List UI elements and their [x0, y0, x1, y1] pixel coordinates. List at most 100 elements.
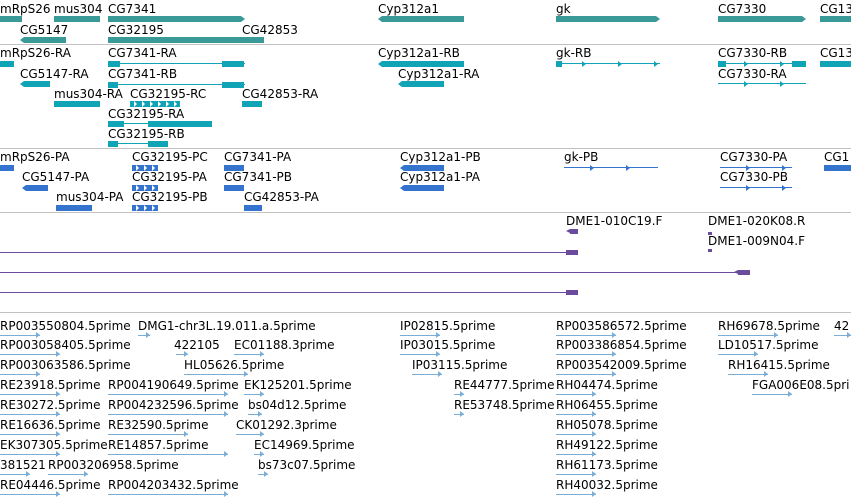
- predicted-transcript-label[interactable]: CG32195-PB: [132, 190, 208, 204]
- est-label[interactable]: RP003206958.5prime: [48, 458, 179, 472]
- est-label[interactable]: RH06455.5prime: [556, 398, 658, 412]
- est-label[interactable]: RE32590.5prime: [108, 418, 209, 432]
- predicted-transcript-label[interactable]: CG7341-PB: [224, 170, 293, 184]
- transcript-label[interactable]: CG7330-RA: [718, 67, 787, 81]
- predicted-transcript-label[interactable]: CG1: [824, 150, 850, 164]
- est-label[interactable]: 381521: [0, 458, 46, 472]
- est-label[interactable]: RE30272.5prime: [0, 398, 101, 412]
- predicted-transcript-label[interactable]: mus304-PA: [56, 190, 124, 204]
- est-label[interactable]: RH40032.5prime: [556, 478, 658, 492]
- gene-label[interactable]: CG7330: [718, 2, 767, 16]
- gene-label[interactable]: CG5147: [20, 23, 69, 37]
- transcript-label[interactable]: CG32195-RB: [108, 127, 185, 141]
- est-label[interactable]: RE44777.5prime: [454, 378, 555, 392]
- gene-exon-block: [556, 16, 656, 22]
- est-label[interactable]: RE53748.5prime: [454, 398, 555, 412]
- est-label[interactable]: IP03015.5prime: [400, 338, 496, 352]
- est-label[interactable]: RP004232596.5prime: [108, 398, 239, 412]
- predicted-transcript-label[interactable]: CG7330-PA: [720, 150, 788, 164]
- clone-end-exon-block: [570, 229, 578, 234]
- transcript-label[interactable]: Cyp312a1-RA: [398, 67, 480, 81]
- est-label[interactable]: DMG1-chr3L.19.011.a.5prime: [138, 319, 316, 333]
- predicted-transcript-label[interactable]: gk-PB: [564, 150, 599, 164]
- est-label[interactable]: EK307305.5prime: [0, 438, 108, 452]
- est-label[interactable]: RE04446.5prime: [0, 478, 101, 492]
- clone-end-label[interactable]: DME1-009N04.F: [708, 234, 806, 248]
- est-exon-block: [234, 354, 264, 355]
- est-label[interactable]: RH49122.5prime: [556, 438, 658, 452]
- transcript-label[interactable]: mRpS26-RA: [0, 46, 71, 60]
- transcript-label[interactable]: mus304-RA: [54, 87, 123, 101]
- strand-arrow-right-icon: [746, 185, 750, 191]
- est-label[interactable]: RH61173.5prime: [556, 458, 658, 472]
- gene-label[interactable]: CG13: [820, 2, 851, 16]
- gene-label[interactable]: mus304: [54, 2, 103, 16]
- est-label[interactable]: CK01292.3prime: [236, 418, 337, 432]
- transcript-label[interactable]: gk-RB: [556, 46, 592, 60]
- est-label[interactable]: RP003058405.5prime: [0, 338, 131, 352]
- clone-end-label[interactable]: DME1-020K08.R: [708, 214, 806, 228]
- predicted-transcript-label[interactable]: Cyp312a1-PB: [400, 150, 481, 164]
- transcript-label[interactable]: CG32195-RC: [130, 87, 207, 101]
- predicted-transcript-label[interactable]: CG32195-PA: [132, 170, 207, 184]
- est-label[interactable]: 42: [834, 319, 850, 333]
- gene-label[interactable]: CG32195: [108, 23, 164, 37]
- est-exon-block: [138, 335, 150, 336]
- est-label[interactable]: EC14969.5prime: [254, 438, 355, 452]
- est-exon-block: [728, 374, 768, 375]
- predicted-transcript-label[interactable]: CG7341-PA: [224, 150, 292, 164]
- predicted-transcript-label[interactable]: CG7330-PB: [720, 170, 789, 184]
- est-label[interactable]: RH05078.5prime: [556, 418, 658, 432]
- est-label[interactable]: RE16636.5prime: [0, 418, 101, 432]
- predicted-transcript-label[interactable]: mRpS26-PA: [0, 150, 70, 164]
- est-label[interactable]: RH16415.5prime: [728, 358, 830, 372]
- transcript-label[interactable]: CG13: [820, 46, 851, 60]
- transcript-exon-block: [820, 61, 851, 67]
- est-label[interactable]: RE14857.5prime: [108, 438, 209, 452]
- transcript-label[interactable]: CG5147-RA: [20, 67, 89, 81]
- predicted-transcript-label[interactable]: CG42853-PA: [244, 190, 319, 204]
- est-label[interactable]: EK125201.5prime: [244, 378, 352, 392]
- predicted-transcript-exon-block: [0, 165, 14, 171]
- est-label[interactable]: FGA006E08.5pri: [752, 378, 850, 392]
- est-label[interactable]: HL05626.5prime: [184, 358, 285, 372]
- est-label[interactable]: RH04474.5prime: [556, 378, 658, 392]
- predicted-transcript-label[interactable]: CG5147-PA: [22, 170, 90, 184]
- est-label[interactable]: RP004190649.5prime: [108, 378, 239, 392]
- gene-label[interactable]: CG42853: [242, 23, 298, 37]
- gene-label[interactable]: mRpS26: [0, 2, 51, 16]
- transcript-label[interactable]: CG7341-RA: [108, 46, 177, 60]
- est-label[interactable]: bs73c07.5prime: [258, 458, 356, 472]
- strand-arrow-left-icon: [378, 16, 382, 22]
- transcript-label[interactable]: Cyp312a1-RB: [378, 46, 460, 60]
- est-label[interactable]: EC01188.3prime: [234, 338, 335, 352]
- est-label[interactable]: RP003586572.5prime: [556, 319, 687, 333]
- gene-label[interactable]: CG7341: [108, 2, 157, 16]
- predicted-transcript-label[interactable]: Cyp312a1-PA: [400, 170, 480, 184]
- gene-label[interactable]: Cyp312a1: [378, 2, 439, 16]
- est-label[interactable]: IP02815.5prime: [400, 319, 496, 333]
- est-exon-block: [108, 414, 228, 415]
- transcript-intron-line: [108, 63, 245, 64]
- predicted-transcript-label[interactable]: CG32195-PC: [132, 150, 208, 164]
- clone-end-label[interactable]: DME1-010C19.F: [566, 214, 663, 228]
- est-label[interactable]: RP003063586.5prime: [0, 358, 131, 372]
- transcript-label[interactable]: CG42853-RA: [242, 87, 319, 101]
- est-label[interactable]: bs04d12.5prime: [248, 398, 347, 412]
- predicted-transcript-intron-line: [564, 167, 658, 168]
- est-label[interactable]: 422105: [174, 338, 220, 352]
- est-label[interactable]: RP004203432.5prime: [108, 478, 239, 492]
- transcript-label[interactable]: CG7341-RB: [108, 67, 178, 81]
- est-label[interactable]: RP003386854.5prime: [556, 338, 687, 352]
- transcript-label[interactable]: CG7330-RB: [718, 46, 788, 60]
- gene-label[interactable]: gk: [556, 2, 571, 16]
- est-label[interactable]: RE23918.5prime: [0, 378, 101, 392]
- est-label[interactable]: LD10517.5prime: [718, 338, 819, 352]
- strand-arrow-right-icon: [152, 185, 155, 191]
- est-label[interactable]: RP003550804.5prime: [0, 319, 131, 333]
- transcript-label[interactable]: CG32195-RA: [108, 107, 185, 121]
- est-label[interactable]: RP003542009.5prime: [556, 358, 687, 372]
- est-label[interactable]: IP03115.5prime: [412, 358, 508, 372]
- est-label[interactable]: RH69678.5prime: [718, 319, 820, 333]
